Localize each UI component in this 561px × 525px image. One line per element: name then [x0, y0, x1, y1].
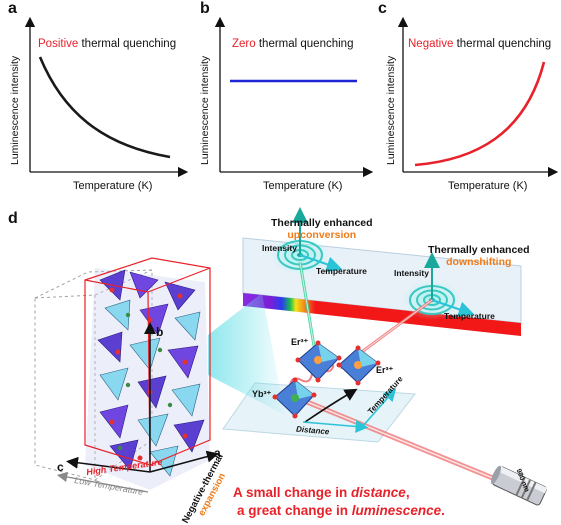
- y-axis-label-c: Luminescence intensity: [385, 55, 397, 165]
- y-axis-label-a: Luminescence intensity: [9, 55, 21, 165]
- crystal-axis-c-low: [56, 471, 149, 493]
- x-axis-label-c: Temperature (K): [448, 180, 528, 192]
- title-b-rest: thermal quenching: [255, 38, 354, 50]
- spectrum-bar: [243, 293, 521, 336]
- intensity-label-2: Intensity: [394, 268, 429, 278]
- title-b-highlight: Zero: [232, 38, 256, 50]
- upconversion-line1: Thermally enhanced: [271, 217, 373, 229]
- upconversion-label: Thermally enhanced upconversion: [271, 217, 373, 241]
- title-a-rest: thermal quenching: [78, 38, 177, 50]
- distance-arrow: [302, 420, 369, 433]
- panel-letter-d: d: [8, 210, 18, 227]
- title-b: Zero thermal quenching: [232, 38, 353, 50]
- axis-b-label: b: [156, 325, 164, 339]
- downshifting-line1: Thermally enhanced: [428, 244, 530, 256]
- axis-a-label: a: [214, 446, 221, 460]
- temperature-arrow-3: [361, 388, 397, 428]
- title-c-rest: thermal quenching: [453, 38, 552, 50]
- high-temperature-box: [84, 257, 211, 466]
- caption-line2-c: .: [441, 503, 445, 518]
- intensity-label-1: Intensity: [262, 243, 297, 253]
- temperature-label-2: Temperature: [444, 311, 495, 321]
- title-c: Negative thermal quenching: [408, 38, 551, 50]
- caption-line2-b: luminescence: [351, 503, 442, 518]
- temperature-label-1: Temperature: [316, 266, 367, 276]
- er-octahedron-1: [295, 340, 342, 383]
- title-a-highlight: Positive: [38, 38, 79, 50]
- x-axis-label-a: Temperature (K): [73, 180, 153, 192]
- caption-line1-b: distance: [351, 485, 406, 500]
- temperature-arrow-1: [299, 254, 343, 272]
- panel-letter-c: c: [378, 0, 387, 17]
- title-a: Positive thermal quenching: [38, 38, 176, 50]
- er-label-1: Er³⁺: [291, 337, 309, 347]
- plot-a: [24, 16, 189, 178]
- caption-line1: A small change in distance,: [233, 484, 445, 502]
- plot-b: [214, 16, 374, 178]
- downshifting-line2: downshifting: [446, 256, 512, 268]
- curved-arrow: [304, 388, 358, 423]
- caption-line1-c: ,: [405, 485, 410, 500]
- plot-c: [397, 16, 559, 178]
- diagram-d: [34, 207, 548, 506]
- caption-line2-a: a great change in: [237, 503, 352, 518]
- crystal-axis-a: [149, 450, 219, 473]
- er-octahedron-2: [336, 345, 381, 386]
- axis-c-label: c: [57, 460, 64, 474]
- temperature-arrow-2: [431, 299, 475, 317]
- downshifting-label: Thermally enhanced downshifting: [428, 244, 530, 268]
- caption-line2: a great change in luminescence.: [233, 502, 445, 520]
- caption: A small change in distance, a great chan…: [233, 484, 445, 520]
- curve-positive-quenching: [38, 56, 171, 159]
- laser-source-980nm: [490, 465, 548, 506]
- crystal-polyhedra: [85, 268, 210, 490]
- panel-letter-a: a: [8, 0, 17, 17]
- upconversion-line2: upconversion: [287, 229, 357, 241]
- panel-letter-b: b: [200, 0, 210, 17]
- cone-projection: [208, 293, 285, 415]
- curve-negative-quenching: [414, 61, 546, 167]
- title-c-highlight: Negative: [408, 38, 454, 50]
- crystal-axis-c-high: [66, 456, 151, 473]
- caption-line1-a: A small change in: [233, 485, 352, 500]
- yb-octahedron: [272, 377, 317, 419]
- y-axis-label-b: Luminescence intensity: [199, 55, 211, 165]
- yb-label: Yb³⁺: [252, 389, 272, 399]
- x-axis-label-b: Temperature (K): [263, 180, 343, 192]
- er-label-2: Er³⁺: [376, 365, 394, 375]
